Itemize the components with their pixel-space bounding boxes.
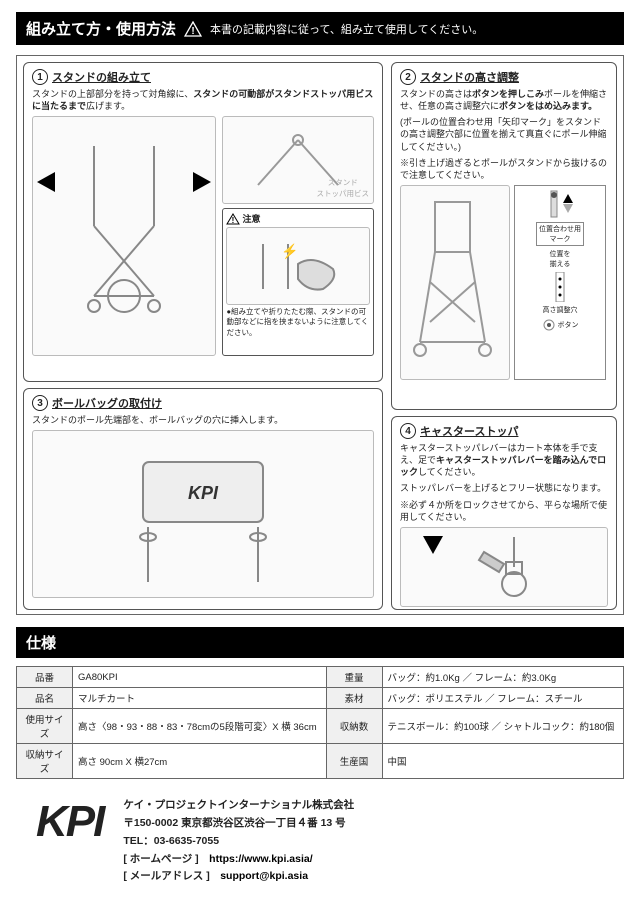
step2-title: スタンドの高さ調整 xyxy=(420,69,519,85)
warning-icon: ! xyxy=(184,21,202,37)
step3-panel: 3ボールバッグの取付け スタンドのポール先端部を、ボールバッグの穴に挿入します。… xyxy=(23,388,383,610)
svg-text:⚡: ⚡ xyxy=(281,243,298,260)
pole-holes-icon xyxy=(551,272,569,302)
step2-text1: スタンドの高さはボタンを押しこみポールを伸縮させ、任意の高さ調整穴にボタンをはめ… xyxy=(400,88,608,112)
footer: KPI ケイ・プロジェクトインターナショナル株式会社 〒150-0002 東京都… xyxy=(16,797,624,886)
spec-v: バッグ：ポリエステル ／ フレーム：スチール xyxy=(382,688,624,709)
caution-illustration: ⚡ xyxy=(226,227,370,305)
step4-illustration xyxy=(400,527,608,607)
step3-text: スタンドのポール先端部を、ボールバッグの穴に挿入します。 xyxy=(32,414,374,426)
svg-text:!: ! xyxy=(191,26,194,37)
step2-illustration-stand xyxy=(400,185,510,380)
bag-logo: KPI xyxy=(188,483,219,503)
title-sub: 本書の記載内容に従って、組み立て使用してください。 xyxy=(210,21,483,37)
company-tel: TEL：03-6635-7055 xyxy=(123,833,354,851)
stand-expand-icon xyxy=(54,136,194,336)
spec-h: 収納数 xyxy=(326,709,382,744)
hole-label: 高さ調整穴 xyxy=(543,305,578,315)
button-icon xyxy=(542,318,556,332)
spec-title: 仕様 xyxy=(16,627,624,658)
email-link[interactable]: support@kpi.asia xyxy=(220,870,308,882)
hp-label: [ ホームページ ] xyxy=(123,853,209,865)
spec-v: GA80KPI xyxy=(73,667,327,688)
spec-h: 使用サイズ xyxy=(17,709,73,744)
homepage-link[interactable]: https://www.kpi.asia/ xyxy=(209,853,312,865)
spec-h: 品名 xyxy=(17,688,73,709)
step1-illustration-main xyxy=(32,116,216,356)
step4-panel: 4キャスターストッパ キャスターストッパレバーはカート本体を手で支え、足でキャス… xyxy=(391,416,617,610)
step2-text2: (ポールの位置合わせ用「矢印マーク」をスタンドの高さ調整穴部に位置を揃えて真直ぐ… xyxy=(400,116,608,152)
instructions-grid: 1スタンドの組み立て スタンドの上部部分を持って対角線に、スタンドの可動部がスタ… xyxy=(16,55,624,615)
spec-h: 収納サイズ xyxy=(17,744,73,779)
pole-top-icon xyxy=(547,189,561,219)
button-label: ボタン xyxy=(558,320,579,330)
spec-table: 品番GA80KPI重量バッグ：約1.0Kg ／ フレーム：約3.0Kg 品名マル… xyxy=(16,666,624,779)
step4-text2: ストッパレバーを上げるとフリー状態になります。 xyxy=(400,482,608,494)
arrow-right-icon xyxy=(193,172,211,192)
title-main: 組み立て方・使用方法 xyxy=(26,18,176,39)
arrow-up-icon xyxy=(563,194,573,203)
align-label: 位置を 揃える xyxy=(550,249,571,269)
spec-v: マルチカート xyxy=(73,688,327,709)
mail-label: [ メールアドレス ] xyxy=(123,870,220,882)
spec-v: 中国 xyxy=(382,744,624,779)
caution-head: 注意 xyxy=(242,212,260,225)
step1-title: スタンドの組み立て xyxy=(52,69,151,85)
stopper-label: スタンド ストッパ用ビス xyxy=(317,177,370,199)
spec-v: バッグ：約1.0Kg ／ フレーム：約3.0Kg xyxy=(382,667,624,688)
step3-illustration: KPI xyxy=(32,430,374,598)
caution-text: ●組み立てや折りたたむ際、スタンドの可動部などに指を挟まないように注意してくださ… xyxy=(226,307,370,337)
step1-illustration-detail: スタンド ストッパ用ビス xyxy=(222,116,374,204)
company-info: ケイ・プロジェクトインターナショナル株式会社 〒150-0002 東京都渋谷区渋… xyxy=(123,797,354,886)
arrow-left-icon xyxy=(37,172,55,192)
step2-text3: ※引き上げ過ぎるとポールがスタンドから抜けるので注意してください。 xyxy=(400,157,608,181)
mark-label: 位置合わせ用 マーク xyxy=(536,222,584,246)
arrow-down-icon xyxy=(423,536,443,554)
svg-text:!: ! xyxy=(232,216,235,225)
title-bar: 組み立て方・使用方法 ! 本書の記載内容に従って、組み立て使用してください。 xyxy=(16,12,624,45)
spec-h: 重量 xyxy=(326,667,382,688)
step4-num: 4 xyxy=(400,423,416,439)
step1-num: 1 xyxy=(32,69,48,85)
spec-h: 素材 xyxy=(326,688,382,709)
step2-panel: 2スタンドの高さ調整 スタンドの高さはボタンを押しこみポールを伸縮させ、任意の高… xyxy=(391,62,617,410)
company-name: ケイ・プロジェクトインターナショナル株式会社 xyxy=(123,797,354,815)
arrow-down-grey-icon xyxy=(563,204,573,213)
company-logo: KPI xyxy=(36,797,103,847)
spec-v: テニスボール：約100球 ／ シャトルコック：約180個 xyxy=(382,709,624,744)
step4-title: キャスターストッパ xyxy=(420,423,518,439)
step4-text1: キャスターストッパレバーはカート本体を手で支え、足でキャスターストッパレバーを踏… xyxy=(400,442,608,478)
step2-num: 2 xyxy=(400,69,416,85)
spec-h: 生産国 xyxy=(326,744,382,779)
step1-text: スタンドの上部部分を持って対角線に、スタンドの可動部がスタンドストッパ用ビスに当… xyxy=(32,88,374,112)
company-address: 〒150-0002 東京都渋谷区渋谷一丁目４番 13 号 xyxy=(123,815,354,833)
step3-num: 3 xyxy=(32,395,48,411)
caution-icon: ! xyxy=(226,213,240,225)
spec-v: 高さ〈98・93・88・83・78cmの5段階可変〉X 横 36cm xyxy=(73,709,327,744)
step4-text3: ※必ず４か所をロックさせてから、平らな場所で使用してください。 xyxy=(400,499,608,523)
step1-panel: 1スタンドの組み立て スタンドの上部部分を持って対角線に、スタンドの可動部がスタ… xyxy=(23,62,383,382)
spec-h: 品番 xyxy=(17,667,73,688)
step3-title: ボールバッグの取付け xyxy=(52,395,162,411)
spec-v: 高さ 90cm X 横27cm xyxy=(73,744,327,779)
